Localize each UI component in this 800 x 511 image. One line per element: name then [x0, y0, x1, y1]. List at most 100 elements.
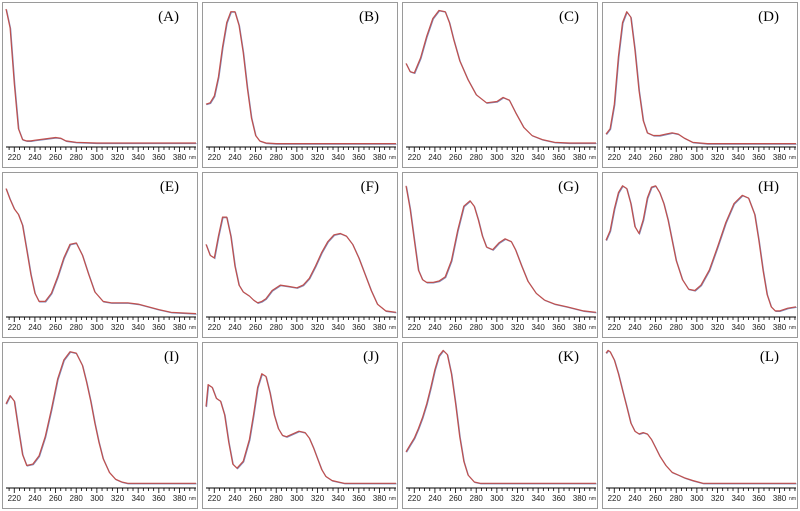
x-unit-label: nm	[389, 155, 396, 161]
x-tick-label: 280	[270, 494, 284, 503]
x-unit-label: nm	[389, 496, 396, 502]
x-tick-label: 280	[70, 323, 84, 332]
x-tick-label: 340	[331, 153, 345, 162]
x-tick-label: 380	[573, 323, 587, 332]
x-tick-label: 300	[90, 323, 104, 332]
spectrum-curve	[405, 185, 597, 313]
spectrum-plot: 220 240 260 280 300 320 340 360 380 nm	[405, 349, 597, 503]
spectrum-curve-shadow	[6, 351, 197, 485]
spectrum-curve	[5, 188, 197, 315]
spectrum-curve	[605, 11, 796, 145]
x-tick-label: 260	[449, 494, 463, 503]
spectrum-curve	[205, 11, 396, 145]
x-tick-label: 340	[531, 494, 545, 503]
x-unit-label: nm	[789, 496, 796, 502]
x-tick-label: 240	[28, 323, 42, 332]
x-tick-label: 260	[49, 153, 63, 162]
x-tick-label: 260	[249, 153, 263, 162]
spectrum-curve	[405, 9, 596, 144]
spectrum-plot: 220 240 260 280 300 320 340 360 380 nm	[5, 188, 197, 332]
x-tick-label: 320	[711, 153, 725, 162]
x-unit-label: nm	[189, 325, 196, 331]
x-unit-label: nm	[589, 325, 596, 331]
x-tick-label: 360	[752, 494, 766, 503]
x-unit-label: nm	[189, 496, 196, 502]
x-tick-label: 320	[711, 323, 725, 332]
spectrum-curve-shadow	[606, 11, 797, 145]
x-unit-label: nm	[589, 155, 596, 161]
spectrum-curve	[205, 216, 397, 313]
spectrum-curve-shadow	[606, 185, 797, 313]
x-tick-label: 380	[373, 153, 387, 162]
x-tick-label: 220	[8, 323, 22, 332]
x-tick-label: 340	[531, 323, 545, 332]
x-tick-label: 260	[49, 323, 63, 332]
spectrum-plot: 220 240 260 280 300 320 340 360 380 nm	[5, 351, 197, 503]
x-tick-label: 340	[131, 494, 145, 503]
x-tick-label: 240	[428, 323, 442, 332]
spectrum-panel: 220 240 260 280 300 320 340 360 380 nm (F)	[202, 172, 398, 338]
x-unit-label: nm	[389, 325, 396, 331]
x-tick-label: 300	[290, 153, 304, 162]
panel-label: (L)	[759, 349, 779, 365]
x-tick-label: 320	[311, 323, 325, 332]
panel-label: (B)	[359, 9, 379, 25]
x-tick-label: 220	[608, 153, 622, 162]
x-tick-label: 220	[8, 494, 22, 503]
spectrum-curve	[205, 373, 396, 484]
x-tick-label: 260	[449, 153, 463, 162]
x-tick-label: 240	[228, 323, 242, 332]
panel-label: (G)	[558, 179, 579, 195]
x-tick-label: 220	[408, 153, 422, 162]
spectrum-panel: 220 240 260 280 300 320 340 360 380 nm (E)	[2, 172, 198, 338]
x-tick-label: 280	[270, 153, 284, 162]
x-tick-label: 240	[228, 153, 242, 162]
x-tick-label: 320	[511, 153, 525, 162]
spectrum-plot: 220 240 260 280 300 320 340 360 380 nm	[205, 216, 397, 332]
x-tick-label: 300	[290, 494, 304, 503]
x-tick-label: 280	[670, 323, 684, 332]
x-tick-label: 220	[408, 494, 422, 503]
spectrum-curve-shadow	[406, 186, 597, 314]
x-tick-label: 320	[111, 323, 125, 332]
x-tick-label: 240	[628, 323, 642, 332]
spectrum-plot: 220 240 260 280 300 320 340 360 380 nm	[405, 185, 597, 332]
x-tick-label: 280	[470, 323, 484, 332]
x-tick-label: 220	[208, 494, 222, 503]
x-tick-label: 240	[28, 153, 42, 162]
x-tick-label: 320	[711, 494, 725, 503]
x-tick-label: 360	[552, 323, 566, 332]
panel-label: (H)	[758, 179, 779, 195]
spectrum-curve	[605, 349, 796, 484]
x-tick-label: 300	[690, 153, 704, 162]
x-tick-label: 320	[511, 323, 525, 332]
x-tick-label: 360	[352, 323, 366, 332]
spectrum-plot: 220 240 260 280 300 320 340 360 380 nm	[205, 11, 397, 162]
x-unit-label: nm	[789, 325, 796, 331]
x-tick-label: 380	[173, 153, 187, 162]
x-tick-label: 280	[70, 153, 84, 162]
spectrum-panel: 220 240 260 280 300 320 340 360 380 nm (A)	[2, 2, 198, 168]
x-tick-label: 320	[111, 153, 125, 162]
x-tick-label: 360	[552, 153, 566, 162]
x-tick-label: 340	[331, 494, 345, 503]
x-tick-label: 280	[270, 323, 284, 332]
x-tick-label: 280	[670, 494, 684, 503]
x-tick-label: 340	[131, 323, 145, 332]
x-tick-label: 260	[249, 323, 263, 332]
x-tick-label: 300	[490, 494, 504, 503]
x-tick-label: 380	[373, 323, 387, 332]
spectrum-plot: 220 240 260 280 300 320 340 360 380 nm	[605, 185, 797, 332]
x-tick-label: 240	[428, 153, 442, 162]
spectrum-panel: 220 240 260 280 300 320 340 360 380 nm (H)	[602, 172, 798, 338]
spectrum-curve-shadow	[6, 188, 197, 315]
x-tick-label: 300	[690, 494, 704, 503]
x-tick-label: 340	[731, 153, 745, 162]
x-tick-label: 240	[628, 153, 642, 162]
x-tick-label: 300	[90, 494, 104, 503]
x-tick-label: 360	[352, 153, 366, 162]
x-tick-label: 260	[49, 494, 63, 503]
x-tick-label: 240	[228, 494, 242, 503]
x-tick-label: 380	[373, 494, 387, 503]
x-unit-label: nm	[189, 155, 196, 161]
